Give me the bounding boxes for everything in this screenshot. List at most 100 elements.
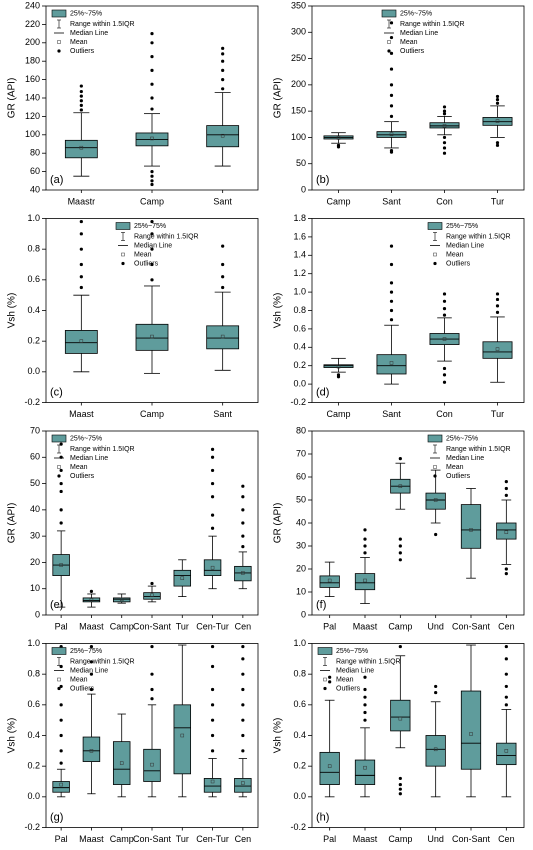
outlier — [398, 537, 402, 541]
outlier — [150, 179, 154, 183]
outlier — [221, 285, 225, 290]
legend-label: Range within 1.5IQR — [70, 446, 135, 453]
outlier — [495, 141, 500, 145]
legend-label: Median Line — [336, 667, 374, 674]
legend-box-swatch — [115, 222, 131, 230]
outlier — [442, 313, 447, 317]
outlier — [59, 684, 63, 689]
y-axis-label: GR (API) — [7, 503, 18, 544]
y-tick-label: -0.2 — [290, 822, 306, 832]
y-tick-label: 0.8 — [27, 669, 40, 679]
x-tick-label: Sant — [213, 409, 232, 419]
y-tick-label: 80 — [30, 148, 40, 158]
legend-label: 25%~75% — [446, 435, 478, 442]
outlier — [495, 101, 500, 105]
legend-mean-swatch — [57, 465, 61, 469]
y-tick-label: 100 — [25, 129, 40, 139]
outlier — [210, 644, 215, 649]
x-tick-label: Maast — [69, 409, 94, 419]
legend-label: Median Line — [70, 30, 108, 37]
mean-marker — [504, 749, 509, 753]
x-tick-label: Con — [436, 409, 453, 419]
mean-marker — [89, 598, 94, 602]
outlier — [150, 82, 154, 86]
outlier — [389, 83, 394, 87]
legend-label: Mean — [400, 39, 418, 46]
legend-label: Outliers — [70, 473, 95, 480]
x-tick-label: Tur — [176, 834, 189, 844]
mean-marker — [495, 347, 500, 351]
outlier — [150, 55, 154, 59]
outlier — [210, 687, 215, 692]
box — [203, 778, 222, 793]
x-tick-label: Camp — [140, 409, 164, 419]
box — [173, 569, 192, 587]
legend-label: Outliers — [134, 260, 159, 267]
legend-mean-swatch — [121, 252, 125, 257]
mean-marker — [150, 593, 154, 598]
mean-marker — [220, 334, 225, 339]
outlier — [504, 572, 508, 576]
outlier — [504, 644, 508, 649]
x-tick-label: Maast — [79, 834, 104, 844]
y-tick-label: 0.4 — [27, 730, 40, 740]
outlier — [504, 672, 508, 676]
y-tick-label: 240 — [25, 0, 40, 10]
y-tick-label: 0 — [301, 609, 306, 619]
outlier — [442, 135, 447, 140]
panel-label: (b) — [316, 174, 329, 186]
outlier — [434, 532, 438, 537]
y-tick-label: 100 — [291, 132, 306, 142]
mean-marker — [59, 782, 63, 787]
outlier — [389, 308, 394, 313]
mean-marker — [180, 733, 185, 738]
outlier — [241, 687, 245, 692]
legend-label: Median Line — [446, 455, 484, 462]
legend-label: Range within 1.5IQR — [336, 658, 401, 665]
box — [319, 751, 340, 785]
outlier — [389, 114, 394, 118]
outlier — [89, 687, 94, 692]
outlier — [328, 680, 332, 684]
y-tick-label: 220 — [25, 19, 40, 29]
plot-frame — [311, 5, 525, 191]
mean-marker — [336, 136, 341, 140]
box — [234, 778, 252, 793]
legend-label: Outliers — [400, 48, 425, 55]
box — [354, 573, 376, 591]
outlier — [150, 672, 154, 676]
legend-label: 25%~75% — [400, 10, 432, 17]
y-tick-label: 120 — [25, 111, 40, 121]
mean-marker — [389, 361, 394, 365]
mean-marker — [119, 761, 124, 765]
outlier — [442, 141, 447, 145]
y-tick-label: 1.0 — [293, 286, 306, 296]
y-axis-label: GR (API) — [7, 78, 18, 119]
legend-label: Range within 1.5IQR — [70, 658, 135, 665]
box — [425, 492, 446, 510]
mean-marker — [442, 124, 447, 128]
outlier — [442, 307, 447, 311]
outlier — [150, 581, 154, 586]
x-tick-label: Cen — [235, 834, 252, 844]
mean-marker — [150, 136, 154, 141]
box — [460, 504, 482, 549]
box — [143, 592, 161, 600]
x-tick-label: Camp — [140, 196, 164, 206]
mean-marker — [241, 781, 245, 785]
legend-label: 25%~75% — [70, 435, 102, 442]
outlier — [59, 761, 63, 765]
outlier — [241, 495, 245, 499]
legend-mean-swatch — [323, 677, 327, 682]
y-tick-label: 0.4 — [293, 730, 306, 740]
box — [52, 781, 70, 793]
y-tick-label: 0.8 — [27, 244, 40, 254]
outlier — [363, 537, 367, 541]
x-tick-label: Cen — [498, 621, 515, 631]
y-tick-label: 60 — [30, 166, 40, 176]
box — [173, 704, 192, 775]
mean-marker — [469, 528, 473, 532]
outlier — [504, 480, 508, 484]
mean-marker — [398, 484, 403, 488]
outlier — [59, 455, 63, 459]
